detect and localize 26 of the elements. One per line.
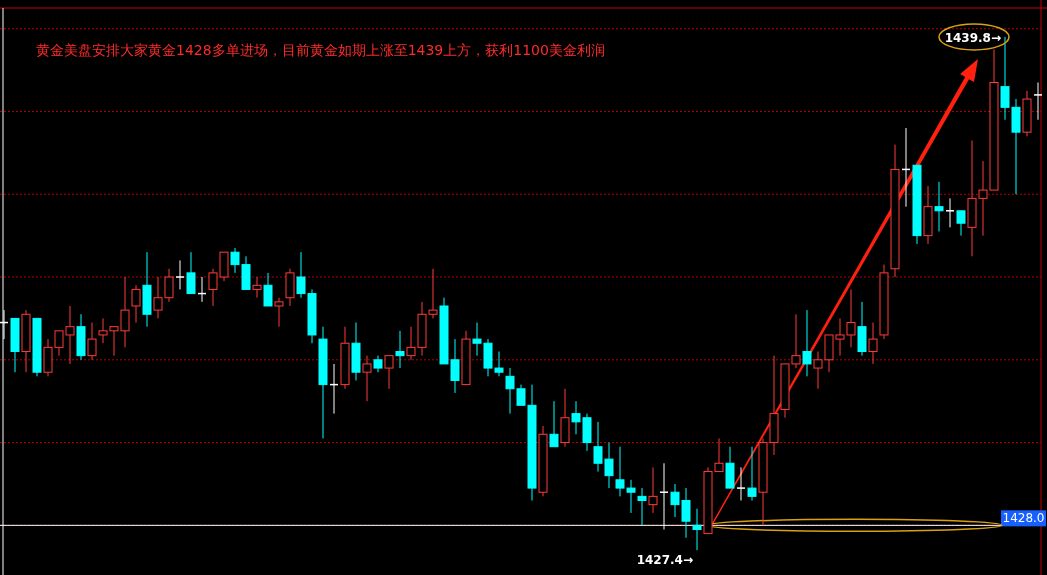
annotation: 1427.4→: [636, 553, 693, 568]
candlestick: [384, 355, 394, 390]
candlestick: [802, 309, 812, 377]
text: 黄金美盘安排大家黄金1428多单进场，目前黄金如期上涨至1439上方，获利1100美金利润: [36, 42, 605, 58]
candlestick: [946, 197, 954, 228]
candlestick: [1034, 82, 1042, 121]
ref-line-label: 1428.0: [1002, 511, 1045, 526]
candlestick: [747, 446, 757, 501]
candlestick: [252, 276, 262, 299]
candlestick: [274, 297, 284, 328]
candlestick: [263, 272, 273, 307]
candlestick: [131, 284, 141, 324]
annotation: 1439.8→: [944, 30, 1001, 45]
candlestick: [87, 322, 97, 361]
candlestick: [692, 508, 702, 551]
candlestick: [737, 466, 745, 501]
candlestick: [362, 355, 372, 402]
candlestick: [637, 487, 647, 526]
candlestick: [934, 181, 944, 232]
candlestick: [395, 330, 405, 369]
candlestick: [648, 466, 658, 514]
candlestick: [868, 322, 878, 365]
candlestick: [176, 259, 184, 290]
candlestick: [186, 251, 196, 295]
candlestick: [956, 210, 966, 237]
candlestick: [549, 400, 559, 448]
